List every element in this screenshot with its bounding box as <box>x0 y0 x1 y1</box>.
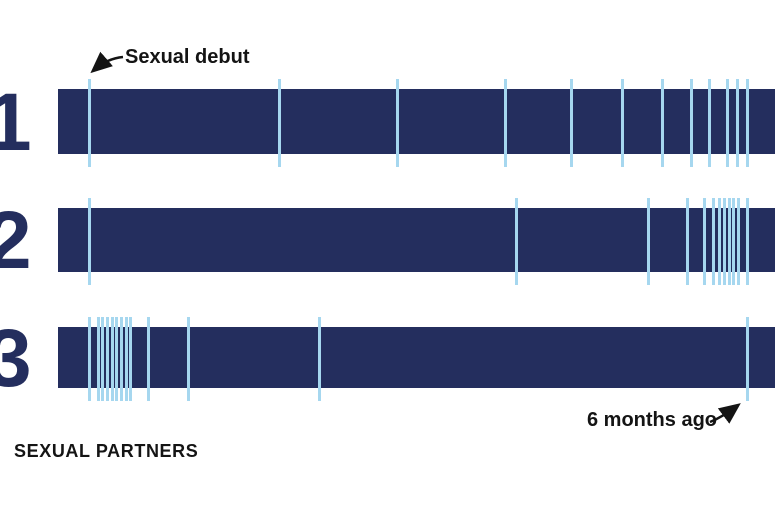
partner-tick <box>711 198 715 285</box>
partner-tick <box>110 317 114 401</box>
partner-tick <box>105 317 109 401</box>
partner-tick <box>395 79 399 167</box>
row-label-3: 3 <box>0 312 32 404</box>
partner-tick <box>96 317 100 401</box>
partner-tick <box>702 198 706 285</box>
sexual-debut-arrow-icon <box>90 51 124 74</box>
partner-tick <box>114 317 118 401</box>
partner-tick <box>277 79 281 167</box>
partner-tick <box>119 317 123 401</box>
partner-tick <box>186 317 190 401</box>
partner-tick <box>731 198 735 285</box>
partner-tick <box>317 317 321 401</box>
partner-tick <box>745 198 749 285</box>
timeline-bar-2 <box>58 208 775 272</box>
partner-tick <box>646 198 650 285</box>
partner-tick <box>725 79 729 167</box>
partner-tick <box>100 317 104 401</box>
sexual-debut-label: Sexual debut <box>125 46 250 68</box>
partner-tick <box>514 198 518 285</box>
partner-tick <box>87 79 91 167</box>
partner-tick <box>727 198 731 285</box>
partner-tick <box>87 198 91 285</box>
partner-tick <box>124 317 128 401</box>
partner-tick <box>735 79 739 167</box>
partner-tick <box>717 198 721 285</box>
timeline-bar-3 <box>58 327 775 388</box>
partner-tick <box>685 198 689 285</box>
partner-tick <box>707 79 711 167</box>
partner-tick <box>722 198 726 285</box>
partner-tick <box>745 79 749 167</box>
row-label-1: 1 <box>0 76 32 168</box>
partner-tick <box>689 79 693 167</box>
partner-tick <box>146 317 150 401</box>
six-months-ago-arrow-icon <box>709 403 741 424</box>
partner-tick <box>128 317 132 401</box>
timeline-bar-1 <box>58 89 775 154</box>
partner-tick <box>503 79 507 167</box>
partner-tick <box>569 79 573 167</box>
row-label-2: 2 <box>0 195 32 286</box>
partner-tick <box>736 198 740 285</box>
partner-tick <box>87 317 91 401</box>
six-months-ago-label: 6 months ago <box>587 409 718 431</box>
partner-tick <box>745 317 749 401</box>
partner-tick <box>660 79 664 167</box>
partner-tick <box>620 79 624 167</box>
chart-caption: SEXUAL PARTNERS <box>14 441 199 461</box>
